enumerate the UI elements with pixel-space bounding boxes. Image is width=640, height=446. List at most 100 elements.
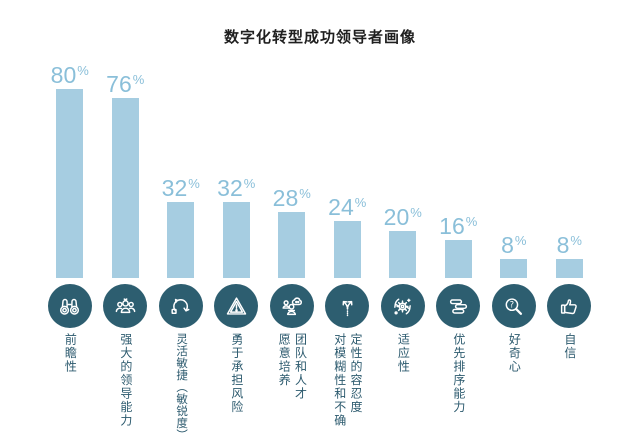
bar-area: 32%: [209, 60, 265, 278]
percent-label: 32%: [162, 176, 200, 200]
bar-label: 对模糊性和不确 定性的容忍度: [332, 333, 363, 428]
bar: [333, 221, 361, 278]
page-title: 数字化转型成功领导者画像: [223, 29, 416, 46]
percent-label: 24%: [328, 195, 366, 219]
bar-area: 16%: [431, 60, 487, 278]
icon-circle: [47, 284, 92, 328]
binoculars-icon: [56, 293, 83, 320]
bar-column-4: 32% 勇于承担风险: [209, 60, 265, 441]
svg-text:?: ?: [510, 299, 514, 309]
warning-triangle-icon: [223, 293, 250, 320]
bar-label-column: 灵活敏捷（敏锐度）: [175, 333, 188, 441]
bar-column-3: 32% 灵活敏捷（敏锐度）: [153, 60, 209, 441]
bar-value: 32: [161, 174, 188, 201]
bar-area: 80%: [42, 60, 98, 278]
icon-circle: [325, 284, 370, 328]
bar: [278, 212, 306, 278]
bar-area: 76%: [98, 60, 154, 278]
stacked-layers-icon: [445, 293, 472, 320]
gear-process-icon: [389, 293, 416, 320]
percent-sign: %: [465, 213, 478, 229]
bar-value: 8: [556, 231, 570, 258]
bar-area: 8%: [486, 60, 542, 278]
bar-area: 20%: [375, 60, 431, 278]
bar-chart: 80% 前瞻性 76% 强大的领导能力 32% 灵活敏捷（敏锐度） 32%: [42, 60, 598, 441]
bar-label-column: 适应性: [396, 333, 411, 374]
bar-label: 强大的领导能力: [118, 333, 133, 428]
percent-label: 76%: [106, 72, 144, 96]
bar-label: 好奇心: [507, 333, 522, 374]
icon-circle: [547, 284, 592, 328]
team-development-icon: [278, 293, 305, 320]
bar-label: 愿意培养 团队和人才: [277, 333, 308, 401]
icon-circle: [380, 284, 425, 328]
bar-column-2: 76% 强大的领导能力: [98, 60, 154, 441]
percent-label: 8%: [557, 233, 582, 257]
percent-sign: %: [132, 71, 145, 87]
bar-value: 80: [50, 61, 77, 88]
percent-sign: %: [570, 232, 582, 248]
bar-value: 32: [217, 174, 243, 201]
percent-sign: %: [77, 62, 89, 78]
icon-circle: [269, 284, 314, 328]
percent-sign: %: [514, 232, 527, 248]
percent-label: 32%: [217, 176, 255, 200]
bar-column-8: 16% 优先排序能力: [431, 60, 487, 441]
bar-label-column: 勇于承担风险: [229, 333, 244, 414]
icon-circle: [214, 284, 259, 328]
percent-sign: %: [188, 175, 200, 191]
bar: [500, 259, 528, 278]
bar: [555, 259, 583, 278]
bar-label-column: 定性的容忍度: [348, 333, 363, 414]
percent-label: 20%: [384, 205, 422, 229]
bar-column-6: 24% 对模糊性和不确 定性的容忍度: [320, 60, 376, 441]
bar-label: 优先排序能力: [451, 333, 466, 414]
people-group-icon: [112, 293, 139, 320]
percent-sign: %: [243, 175, 256, 191]
magnifier-question-icon: ?: [500, 293, 527, 320]
percent-label: 80%: [51, 63, 89, 87]
bar-label: 自信: [562, 333, 577, 360]
bar-label: 勇于承担风险: [229, 333, 244, 414]
bar-column-7: 20% 适应性: [375, 60, 431, 441]
bar-value: 8: [501, 231, 514, 258]
bar-value: 28: [272, 184, 299, 211]
bar-value: 76: [106, 70, 132, 97]
bar-column-9: 8% ? 好奇心: [486, 60, 542, 441]
percent-label: 28%: [273, 186, 311, 210]
icon-circle: [158, 284, 203, 328]
bar-label-column: 好奇心: [507, 333, 522, 374]
bar-label: 适应性: [396, 333, 411, 374]
percent-sign: %: [354, 194, 367, 210]
bar-area: 32%: [153, 60, 209, 278]
bar-label-column: 自信: [562, 333, 577, 360]
branching-arrows-icon: [334, 293, 361, 320]
bar-label-column: 前瞻性: [63, 333, 78, 374]
bar-label-column: 团队和人才: [293, 333, 308, 401]
icon-circle: [103, 284, 148, 328]
percent-sign: %: [410, 204, 422, 220]
percent-sign: %: [299, 185, 311, 201]
icon-circle: [436, 284, 481, 328]
bar-value: 16: [439, 212, 465, 239]
bar-column-5: 28% 愿意培养 团队和人才: [264, 60, 320, 441]
bar-label-column: 对模糊性和不确: [332, 333, 347, 428]
bar: [444, 240, 472, 278]
bar-label-column: 强大的领导能力: [118, 333, 133, 428]
bar: [389, 231, 417, 278]
bar-column-10: 8% 自信: [542, 60, 598, 441]
bar-area: 28%: [264, 60, 320, 278]
bar: [222, 202, 250, 278]
bar: [111, 98, 139, 278]
bar-area: 24%: [320, 60, 376, 278]
bar: [56, 89, 84, 278]
bar-area: 8%: [542, 60, 598, 278]
bar-label: 前瞻性: [63, 333, 78, 374]
bar-value: 20: [383, 203, 410, 230]
percent-label: 16%: [439, 214, 477, 238]
bar-label: 灵活敏捷（敏锐度）: [174, 333, 187, 441]
icon-circle: ?: [491, 284, 536, 328]
bar-label-column: 愿意培养: [277, 333, 292, 387]
bar-column-1: 80% 前瞻性: [42, 60, 98, 441]
bar-label-column: 优先排序能力: [451, 333, 466, 414]
